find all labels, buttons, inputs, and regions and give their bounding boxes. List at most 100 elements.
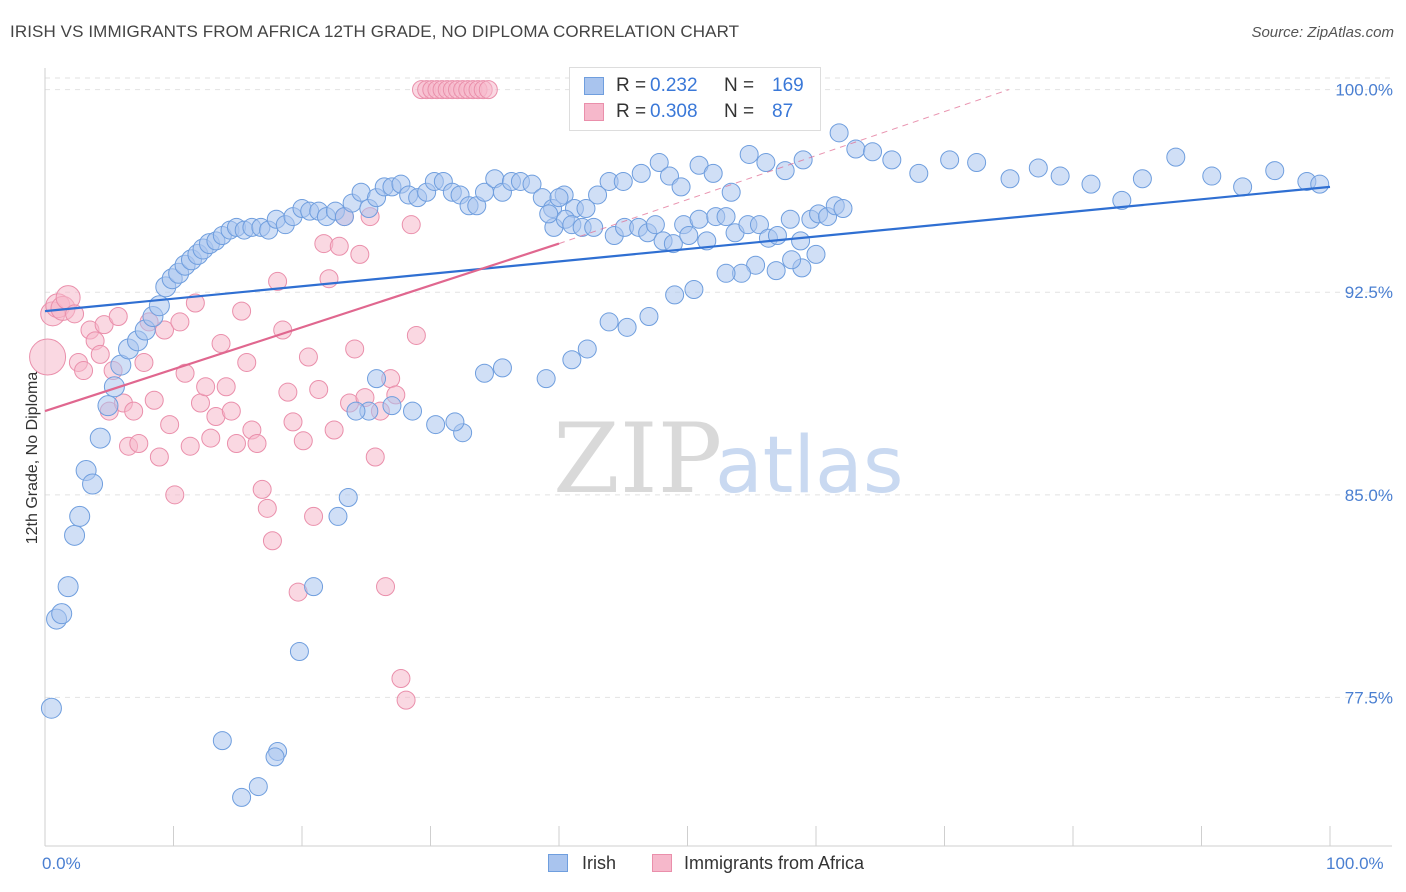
- africa-point: [298, 347, 318, 367]
- irish-point: [403, 401, 423, 421]
- x-tick-label-min: 0.0%: [42, 854, 81, 873]
- africa-point: [262, 531, 282, 551]
- irish-point: [749, 215, 769, 235]
- irish-point: [328, 506, 348, 526]
- irish-point: [909, 163, 929, 183]
- africa-point: [329, 236, 349, 256]
- irish-point: [289, 642, 309, 661]
- irish-point: [97, 395, 119, 417]
- africa-point: [226, 433, 246, 453]
- africa-point: [170, 312, 190, 332]
- irish-point: [1265, 161, 1285, 181]
- africa-trend-line: [44, 242, 560, 413]
- irish-trend-line: [44, 185, 1331, 313]
- africa-point: [376, 577, 396, 597]
- irish-point: [829, 123, 849, 143]
- irish-point: [382, 396, 402, 416]
- africa-point: [149, 447, 169, 467]
- irish-point: [1202, 166, 1222, 186]
- irish-point: [212, 731, 232, 751]
- irish-point: [756, 153, 776, 173]
- africa-point: [304, 506, 324, 526]
- irish-point: [791, 231, 811, 251]
- irish-point: [639, 307, 659, 327]
- bottom-legend-swatch-irish: [548, 854, 568, 872]
- irish-point: [232, 787, 252, 807]
- africa-point: [278, 382, 298, 402]
- africa-point: [108, 307, 128, 327]
- africa-point: [247, 433, 267, 453]
- irish-point: [426, 415, 446, 435]
- irish-point: [703, 163, 723, 183]
- irish-point: [265, 747, 285, 767]
- africa-point: [324, 420, 344, 440]
- africa-point: [124, 401, 144, 421]
- source-label: Source: ZipAtlas.com: [1251, 24, 1394, 41]
- irish-point: [846, 139, 866, 159]
- irish-point: [716, 263, 736, 283]
- irish-point: [1081, 174, 1101, 194]
- africa-point: [257, 498, 277, 518]
- y-tick-labels: 100.0% 92.5% 85.0% 77.5%: [1335, 81, 1393, 708]
- y-tick-label: 85.0%: [1345, 486, 1393, 505]
- africa-point: [29, 338, 67, 376]
- africa-points: [29, 80, 498, 710]
- legend-swatch-irish: [584, 77, 604, 95]
- irish-point: [967, 153, 987, 173]
- irish-point: [1233, 177, 1253, 197]
- irish-point: [599, 312, 619, 332]
- irish-point: [338, 488, 358, 508]
- irish-point: [806, 244, 826, 264]
- irish-point: [576, 198, 596, 218]
- legend-r-label: R =: [616, 75, 647, 96]
- africa-point: [268, 271, 288, 291]
- irish-point: [103, 376, 125, 398]
- legend-n-value: 169: [772, 75, 804, 96]
- africa-point: [144, 390, 164, 410]
- africa-point: [216, 377, 236, 397]
- africa-point: [90, 344, 110, 364]
- irish-point: [51, 603, 73, 625]
- africa-point: [406, 325, 426, 345]
- bottom-legend: Irish Immigrants from Africa: [548, 851, 908, 877]
- irish-point: [584, 217, 604, 237]
- irish-point: [64, 524, 86, 546]
- legend-r-value: 0.232: [650, 75, 698, 96]
- irish-point: [716, 207, 736, 227]
- africa-point: [221, 401, 241, 421]
- africa-point: [252, 479, 272, 499]
- irish-point: [89, 427, 111, 449]
- legend-n-label: N =: [724, 75, 755, 96]
- irish-point: [671, 177, 691, 197]
- irish-point: [1132, 169, 1152, 189]
- irish-point: [549, 188, 569, 208]
- irish-point: [367, 369, 387, 389]
- irish-point: [57, 576, 79, 598]
- africa-point: [74, 361, 94, 381]
- africa-point: [478, 80, 498, 100]
- africa-point: [396, 690, 416, 710]
- africa-point: [175, 363, 195, 383]
- irish-point: [1112, 190, 1132, 210]
- y-tick-label: 100.0%: [1335, 81, 1393, 100]
- africa-point: [201, 428, 221, 448]
- x-tick-label-max: 100.0%: [1326, 854, 1384, 873]
- irish-point: [631, 163, 651, 183]
- irish-point: [782, 250, 802, 270]
- africa-point: [94, 315, 114, 335]
- legend-swatch-africa: [584, 103, 604, 121]
- irish-point: [1050, 166, 1070, 186]
- irish-point: [940, 150, 960, 170]
- irish-point: [697, 231, 717, 251]
- africa-point: [345, 339, 365, 359]
- legend-r-value: 0.308: [650, 101, 698, 122]
- bottom-legend-irish: Irish: [582, 853, 617, 873]
- irish-point: [539, 204, 559, 224]
- irish-point: [492, 358, 512, 378]
- africa-point: [160, 415, 180, 435]
- irish-point: [248, 777, 268, 797]
- africa-point: [293, 431, 313, 451]
- irish-points: [40, 123, 1330, 807]
- irish-point: [522, 174, 542, 194]
